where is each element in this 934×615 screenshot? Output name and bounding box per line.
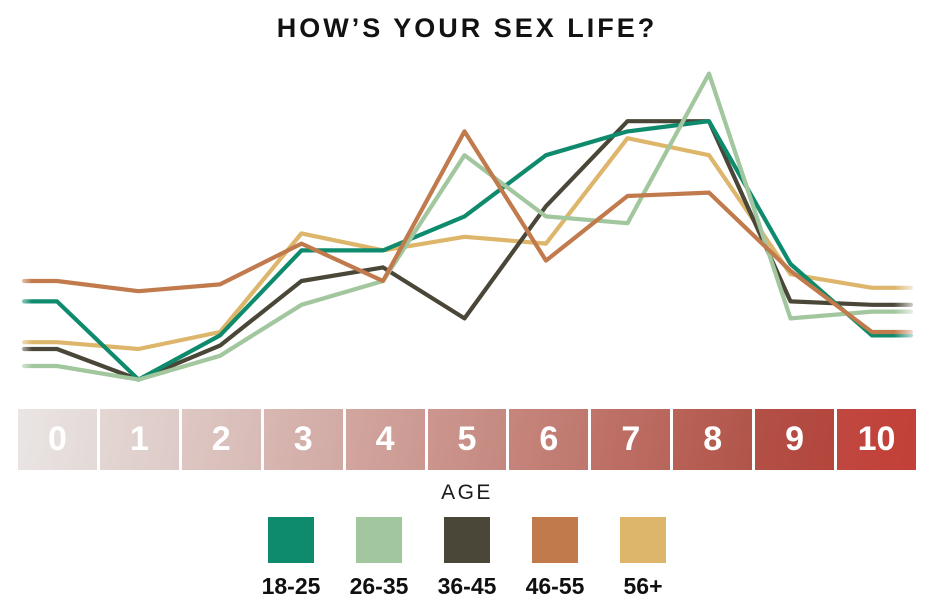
axis-cell-4: 4 [345,409,425,470]
legend: 18-25 26-35 36-45 46-55 56+ [0,517,934,600]
legend-swatch-46-55 [532,517,578,563]
x-axis-band: 0 1 2 3 4 5 6 7 8 9 10 [18,409,916,470]
chart-canvas [21,71,914,382]
series-line-26-35 [21,71,914,382]
legend-label-36-45: 36-45 [437,573,497,599]
series-line-46-55 [21,129,914,335]
legend-label-26-35: 26-35 [349,573,409,599]
legend-label-56+: 56+ [623,573,663,599]
legend-item-26-35: 26-35 [343,517,415,600]
legend-label-18-25: 18-25 [261,573,321,599]
legend-label-46-55: 46-55 [525,573,585,599]
axis-cell-1: 1 [99,409,179,470]
legend-title: AGE [441,481,493,504]
axis-cell-0: 0 [18,409,97,470]
axis-cell-5: 5 [427,409,507,470]
axis-cell-3: 3 [263,409,343,470]
series-line-56+ [21,136,914,352]
legend-swatch-56+ [620,517,666,563]
legend-item-18-25: 18-25 [255,517,327,600]
line-chart [14,60,920,405]
axis-cell-9: 9 [755,409,835,470]
legend-swatch-18-25 [268,517,314,563]
page-title: HOW’S YOUR SEX LIFE? [276,13,658,43]
legend-item-46-55: 46-55 [519,517,591,600]
legend-swatch-36-45 [444,517,490,563]
axis-cell-10: 10 [837,409,916,470]
axis-cell-6: 6 [509,409,589,470]
axis-cell-8: 8 [673,409,753,470]
axis-cell-2: 2 [181,409,261,470]
legend-item-36-45: 36-45 [431,517,503,600]
legend-swatch-26-35 [356,517,402,563]
legend-item-56+: 56+ [607,517,679,600]
axis-cell-7: 7 [591,409,671,470]
